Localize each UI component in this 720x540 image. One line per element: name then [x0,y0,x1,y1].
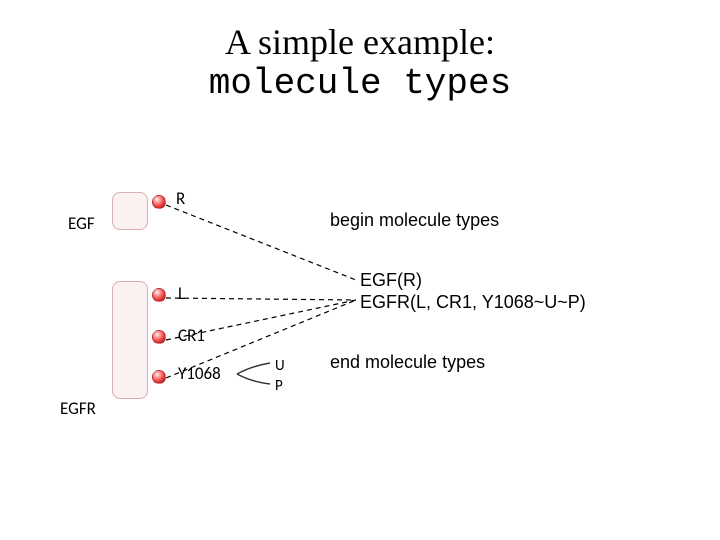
state-u-label: U [275,357,285,375]
egf-label: EGF [68,213,95,234]
code-begin: begin molecule types [330,210,499,231]
egfr-label: EGFR [60,398,96,419]
code-end: end molecule types [330,352,485,373]
diagram-area: EGF R EGFR L CR1 Y1068 U P begin molecul… [0,0,720,540]
egfr-y1068-label: Y1068 [178,363,221,384]
egf-r-label: R [176,188,185,209]
egfr-cr1-label: CR1 [178,325,205,346]
egfr-box [112,281,148,399]
egf-box [112,192,148,230]
egfr-y1068-node [152,370,166,384]
code-line-egfr: EGFR(L, CR1, Y1068~U~P) [360,292,586,313]
state-p-label: P [275,377,283,395]
egfr-l-label: L [178,283,185,304]
egfr-cr1-node [152,330,166,344]
egfr-l-node [152,288,166,302]
egf-r-node [152,195,166,209]
code-line-egf: EGF(R) [360,270,422,291]
